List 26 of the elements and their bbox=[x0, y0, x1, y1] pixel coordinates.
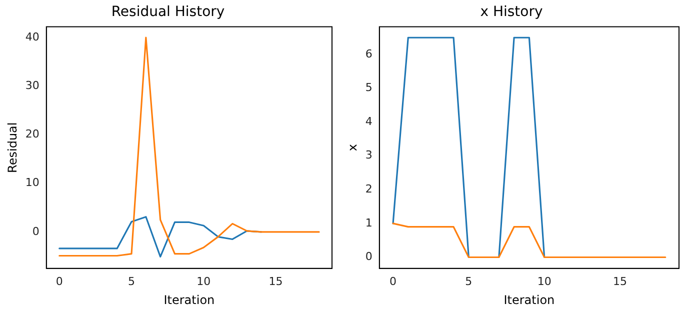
y-tick-label: 3 bbox=[365, 148, 372, 162]
x-tick-label: 15 bbox=[268, 274, 283, 288]
x-tick-label: 10 bbox=[537, 274, 552, 288]
y-tick-label: 5 bbox=[365, 81, 372, 94]
x-axis-title: Iteration bbox=[504, 292, 555, 307]
y-tick-label: 1 bbox=[365, 216, 372, 230]
x-tick-label: 0 bbox=[390, 274, 397, 288]
x-tick-label: 5 bbox=[465, 274, 472, 288]
y-tick-label: 2 bbox=[365, 182, 372, 196]
y-axis-title: x bbox=[345, 144, 360, 152]
x-tick-label: 10 bbox=[196, 274, 211, 288]
y-tick-label: 4 bbox=[365, 114, 372, 128]
y-tick-label: 0 bbox=[32, 224, 40, 238]
y-tick-label: 10 bbox=[25, 176, 40, 190]
y-tick-label: 40 bbox=[25, 30, 40, 44]
x-tick-label: 0 bbox=[56, 274, 63, 288]
x-tick-label: 15 bbox=[612, 274, 627, 288]
chart-title: Residual History bbox=[111, 4, 225, 20]
y-tick-label: 6 bbox=[365, 47, 372, 60]
y-tick-label: 0 bbox=[365, 250, 372, 264]
chart-title: x History bbox=[480, 4, 543, 20]
x-axis-title: Iteration bbox=[164, 292, 215, 307]
x-tick-label: 5 bbox=[128, 274, 135, 288]
y-tick-label: 20 bbox=[25, 128, 40, 141]
y-axis-title: Residual bbox=[5, 122, 20, 173]
y-tick-label: 30 bbox=[25, 78, 40, 92]
